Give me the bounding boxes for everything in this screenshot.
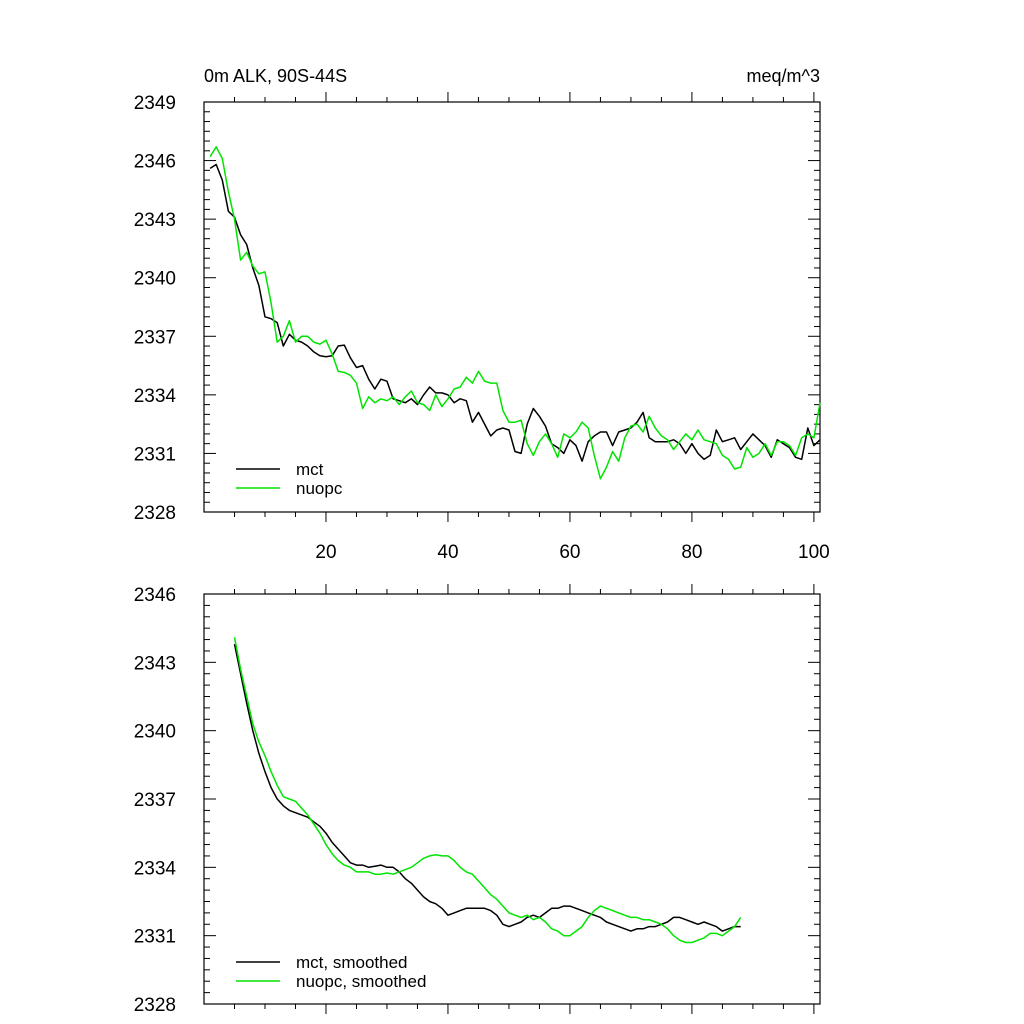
x-tick-label: 100 bbox=[798, 542, 830, 563]
y-tick-label: 2340 bbox=[134, 269, 176, 290]
y-tick-label: 2337 bbox=[134, 327, 176, 348]
y-tick-label: 2346 bbox=[134, 152, 176, 173]
series-line-mct bbox=[209, 163, 821, 462]
y-tick-label: 2334 bbox=[134, 386, 177, 407]
bottom-panel: 2328 2331 2334 2337 2340 2343 2346 mct, smoothe… bbox=[134, 584, 821, 1016]
legend-label: mct bbox=[296, 460, 324, 479]
x-tick-label: 80 bbox=[681, 542, 702, 563]
y-tick-label: 2328 bbox=[134, 995, 176, 1016]
y-tick-label: 2346 bbox=[134, 585, 176, 606]
chart-title: 0m ALK, 90S-44S bbox=[204, 66, 347, 86]
top-panel: 20 40 60 80 100 2328 2331 2334 2337 2340 2343 2346 2… bbox=[134, 66, 830, 563]
legend-label: mct, smoothed bbox=[296, 953, 408, 972]
series-line-nuopc bbox=[209, 146, 821, 480]
y-tick-label: 2328 bbox=[134, 503, 176, 524]
legend-label: nuopc, smoothed bbox=[296, 972, 426, 991]
plot-frame bbox=[203, 593, 821, 1005]
x-tick-label: 60 bbox=[559, 542, 580, 563]
y-tick-label: 2337 bbox=[134, 790, 176, 811]
series-line-nuopc-smoothed bbox=[233, 637, 742, 944]
x-tick-label: 20 bbox=[315, 542, 336, 563]
y-tick-label: 2340 bbox=[134, 722, 176, 743]
chart-units: meq/m^3 bbox=[747, 66, 820, 86]
y-tick-label: 2343 bbox=[134, 210, 176, 231]
legend-label: nuopc bbox=[296, 479, 343, 498]
y-tick-label: 2331 bbox=[134, 444, 176, 465]
y-tick-label: 2349 bbox=[134, 93, 176, 114]
y-tick-label: 2331 bbox=[134, 927, 176, 948]
y-tick-label: 2343 bbox=[134, 653, 176, 674]
plot-frame bbox=[203, 101, 821, 513]
x-tick-label: 40 bbox=[437, 542, 458, 563]
y-tick-label: 2334 bbox=[134, 858, 177, 879]
series-line-mct-smoothed bbox=[233, 643, 741, 932]
